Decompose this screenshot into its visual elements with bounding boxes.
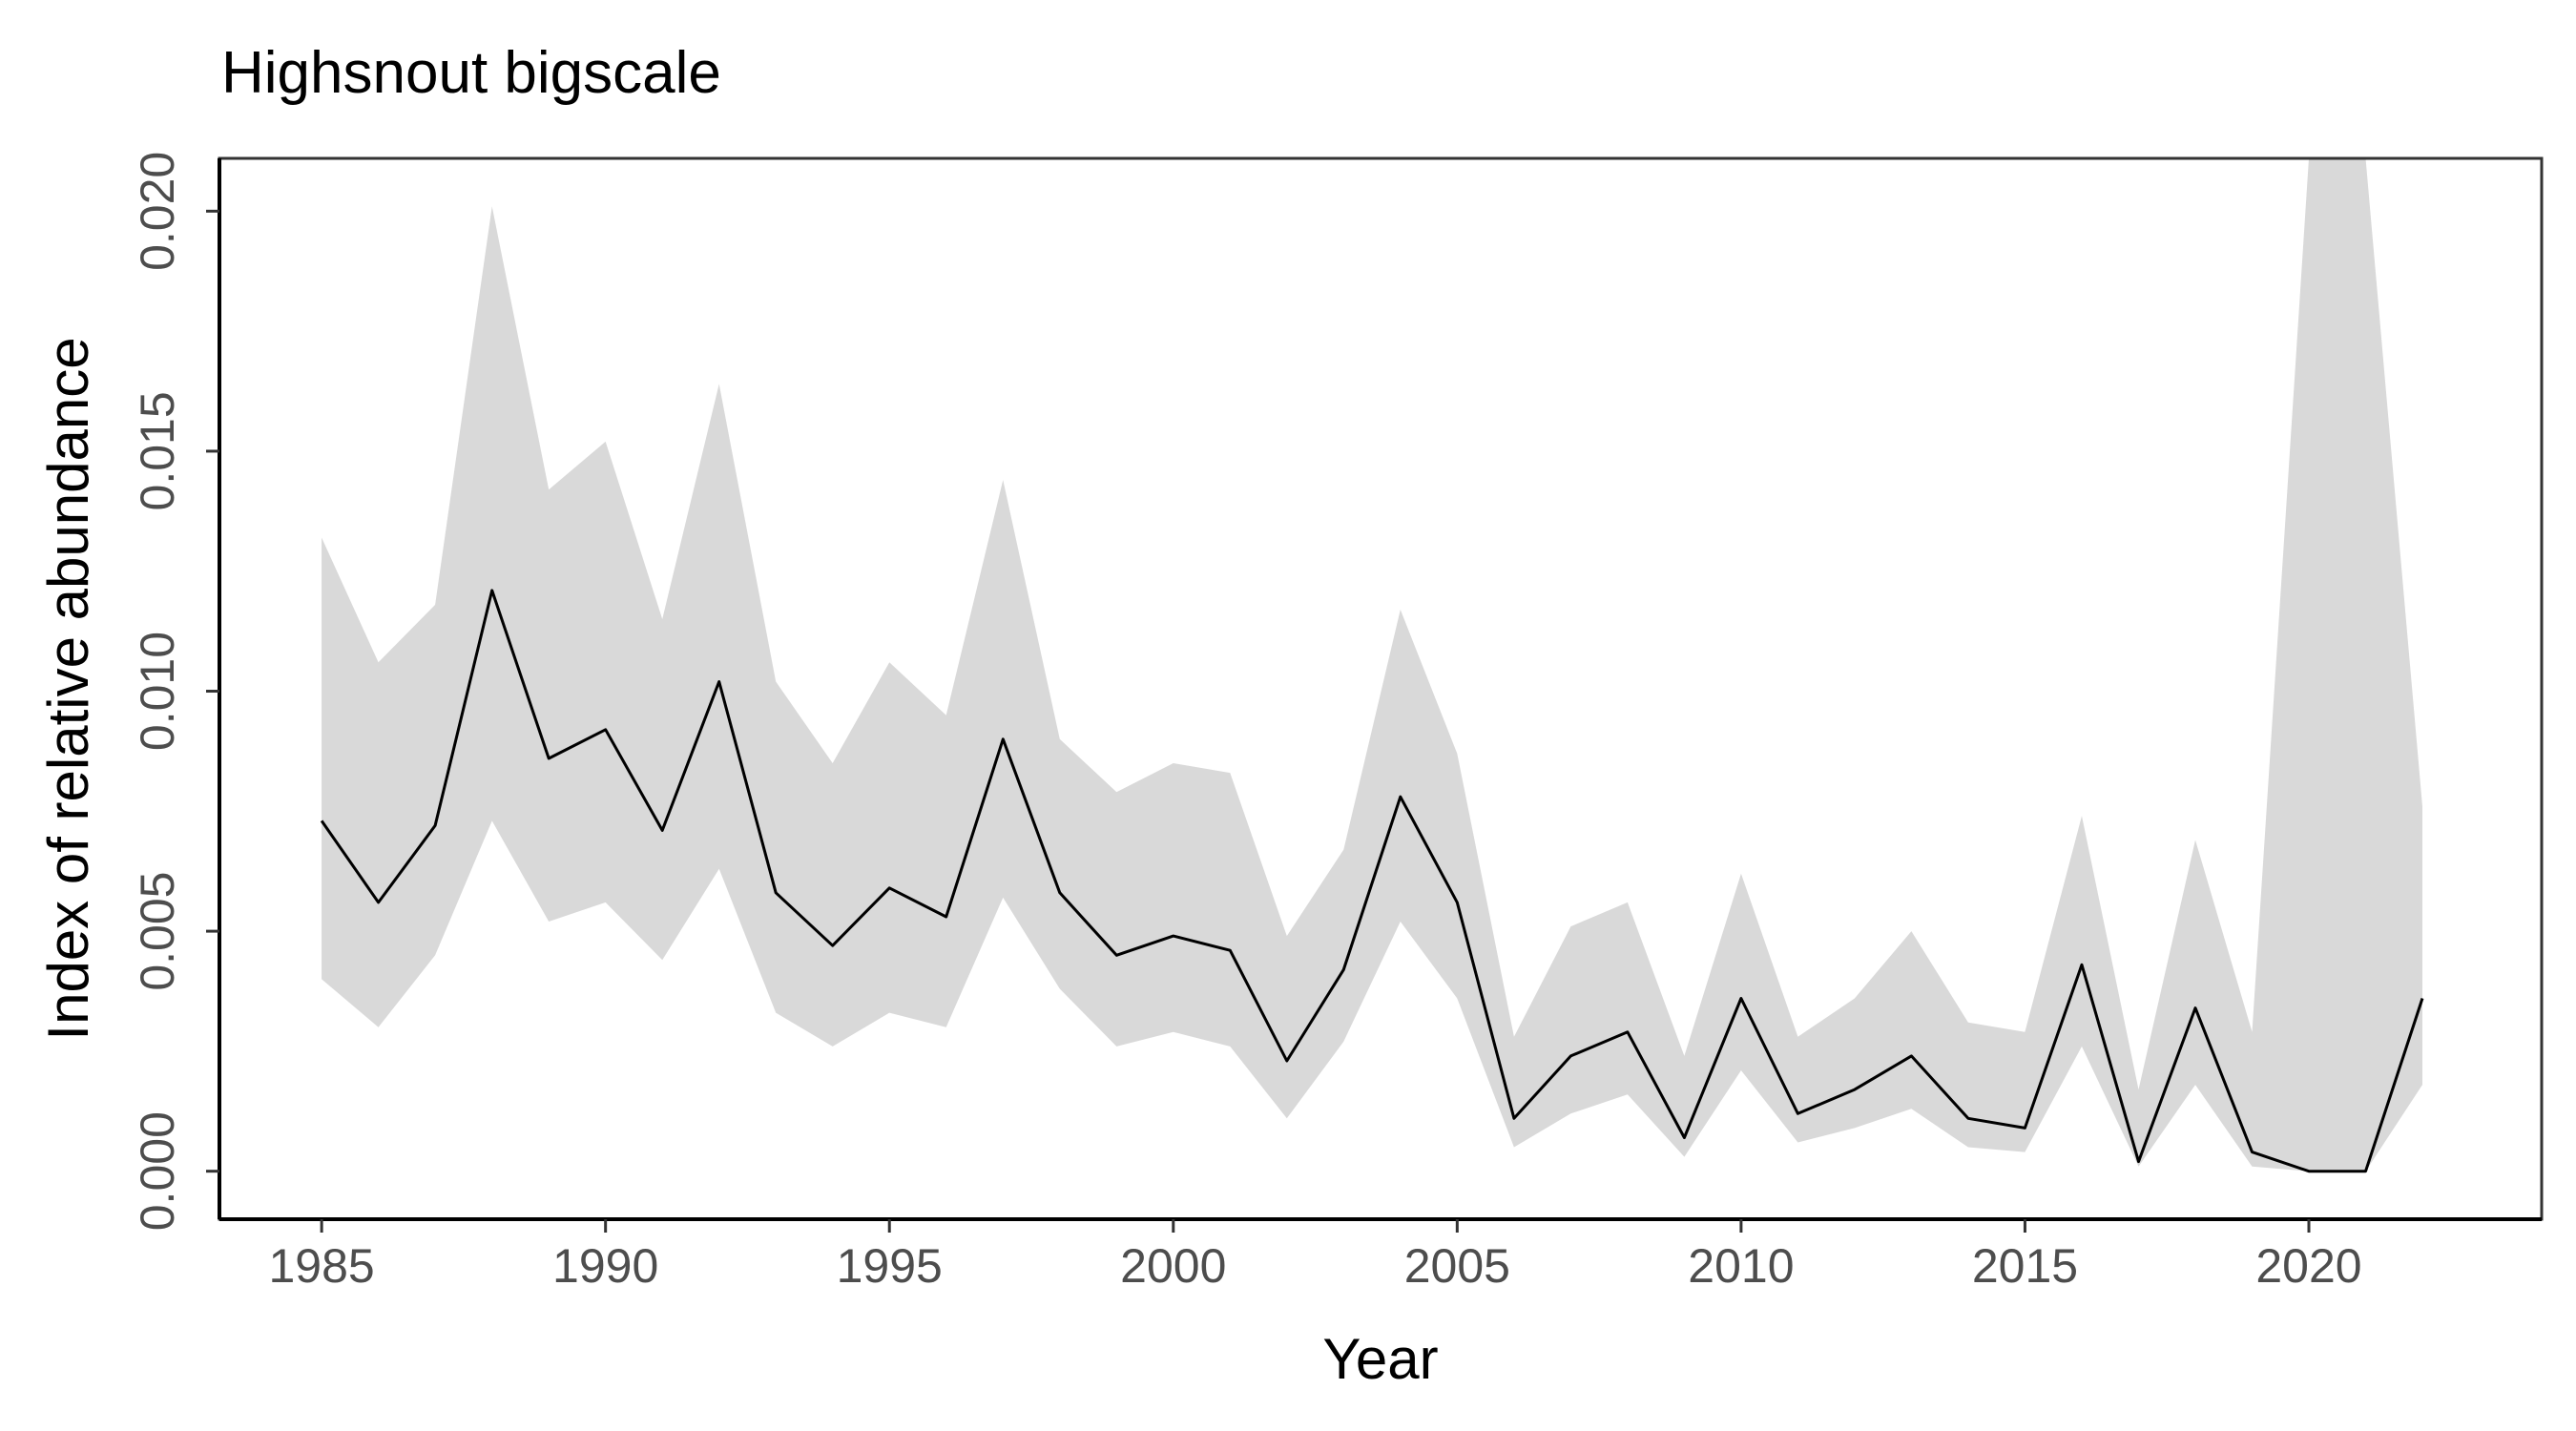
y-tick-label: 0.020 bbox=[131, 152, 184, 271]
x-axis-ticks: 1985 1990 1995 2000 2005 2010 2015 2020 bbox=[269, 1219, 2362, 1293]
x-tick-label: 2020 bbox=[2255, 1239, 2361, 1293]
x-tick-label: 2005 bbox=[1404, 1239, 1510, 1293]
y-tick-label: 0.015 bbox=[131, 391, 184, 510]
x-tick-label: 2000 bbox=[1120, 1239, 1226, 1293]
x-axis-title: Year bbox=[1322, 1327, 1438, 1391]
x-tick-label: 2010 bbox=[1688, 1239, 1794, 1293]
y-axis-ticks: 0.000 0.005 0.010 0.015 0.020 bbox=[131, 152, 219, 1231]
x-tick-label: 1985 bbox=[269, 1239, 375, 1293]
plot-area bbox=[320, 158, 2424, 1173]
y-axis-title: Index of relative abundance bbox=[36, 337, 100, 1040]
chart-title: Highsnout bigscale bbox=[221, 40, 721, 106]
index-line bbox=[320, 589, 2424, 1173]
y-tick-label: 0.000 bbox=[131, 1111, 184, 1231]
y-tick-label: 0.005 bbox=[131, 872, 184, 991]
x-tick-label: 2015 bbox=[1972, 1239, 2078, 1293]
y-tick-label: 0.010 bbox=[131, 632, 184, 751]
confidence-ribbon bbox=[322, 158, 2422, 1172]
x-tick-label: 1990 bbox=[552, 1239, 658, 1293]
x-tick-label: 1995 bbox=[837, 1239, 943, 1293]
